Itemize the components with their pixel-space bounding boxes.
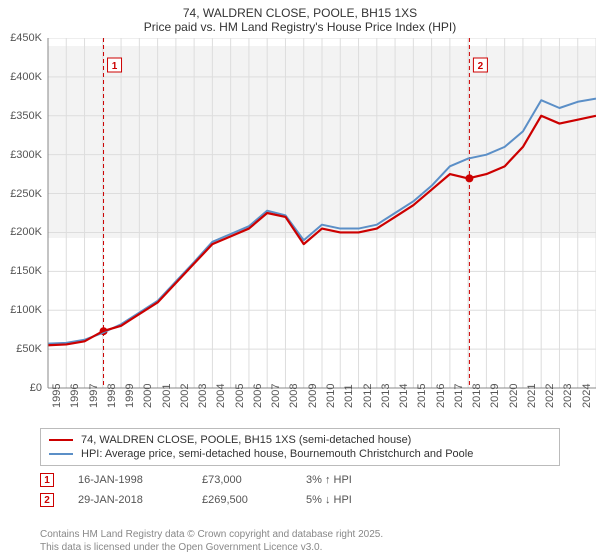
x-tick-label: 2014: [398, 384, 410, 408]
legend-item: HPI: Average price, semi-detached house,…: [49, 447, 551, 461]
svg-text:1: 1: [112, 61, 118, 72]
svg-text:2: 2: [478, 61, 484, 72]
footer-line1: Contains HM Land Registry data © Crown c…: [40, 528, 383, 541]
x-tick-label: 2000: [142, 384, 154, 408]
x-axis-labels: 1995199619971998199920002001200220032004…: [48, 388, 596, 418]
marker-badge: 1: [40, 473, 54, 487]
x-tick-label: 2023: [562, 384, 574, 408]
legend-swatch: [49, 439, 73, 442]
x-tick-label: 2021: [526, 384, 538, 408]
x-tick-label: 1998: [106, 384, 118, 408]
chart-title: 74, WALDREN CLOSE, POOLE, BH15 1XS Price…: [0, 0, 600, 34]
legend: 74, WALDREN CLOSE, POOLE, BH15 1XS (semi…: [40, 428, 560, 466]
x-tick-label: 1996: [69, 384, 81, 408]
x-tick-label: 1997: [88, 384, 100, 408]
legend-item: 74, WALDREN CLOSE, POOLE, BH15 1XS (semi…: [49, 433, 551, 447]
x-tick-label: 2024: [581, 384, 593, 408]
x-tick-label: 2006: [252, 384, 264, 408]
datapoint-price: £269,500: [202, 494, 282, 506]
x-tick-label: 2015: [416, 384, 428, 408]
chart-area: £0£50K£100K£150K£200K£250K£300K£350K£400…: [0, 38, 600, 418]
x-tick-label: 2003: [197, 384, 209, 408]
x-tick-label: 2022: [544, 384, 556, 408]
x-tick-label: 1999: [124, 384, 136, 408]
datapoint-row: 2 29-JAN-2018 £269,500 5% ↓ HPI: [40, 490, 560, 510]
datapoint-date: 16-JAN-1998: [78, 474, 178, 486]
footer-attribution: Contains HM Land Registry data © Crown c…: [40, 528, 383, 554]
x-tick-label: 2001: [161, 384, 173, 408]
title-address: 74, WALDREN CLOSE, POOLE, BH15 1XS: [0, 6, 600, 20]
x-tick-label: 1995: [51, 384, 63, 408]
legend-swatch: [49, 453, 73, 456]
legend-label: 74, WALDREN CLOSE, POOLE, BH15 1XS (semi…: [81, 434, 411, 446]
x-tick-label: 2018: [471, 384, 483, 408]
x-tick-label: 2020: [508, 384, 520, 408]
datapoint-change: 5% ↓ HPI: [306, 494, 406, 506]
x-tick-label: 2009: [307, 384, 319, 408]
x-tick-label: 2016: [435, 384, 447, 408]
datapoint-row: 1 16-JAN-1998 £73,000 3% ↑ HPI: [40, 470, 560, 490]
line-chart: 12: [0, 38, 596, 390]
x-tick-label: 2002: [179, 384, 191, 408]
x-tick-label: 2008: [288, 384, 300, 408]
x-tick-label: 2010: [325, 384, 337, 408]
datapoint-change: 3% ↑ HPI: [306, 474, 406, 486]
datapoint-table: 1 16-JAN-1998 £73,000 3% ↑ HPI 2 29-JAN-2018 £…: [40, 470, 560, 510]
x-tick-label: 2005: [234, 384, 246, 408]
x-tick-label: 2019: [489, 384, 501, 408]
x-tick-label: 2007: [270, 384, 282, 408]
x-tick-label: 2004: [215, 384, 227, 408]
footer-line2: This data is licensed under the Open Gov…: [40, 541, 383, 554]
title-subtitle: Price paid vs. HM Land Registry's House …: [0, 20, 600, 34]
marker-badge: 2: [40, 493, 54, 507]
x-tick-label: 2013: [380, 384, 392, 408]
datapoint-price: £73,000: [202, 474, 282, 486]
legend-label: HPI: Average price, semi-detached house,…: [81, 448, 473, 460]
x-tick-label: 2011: [343, 384, 355, 408]
x-tick-label: 2017: [453, 384, 465, 408]
datapoint-date: 29-JAN-2018: [78, 494, 178, 506]
x-tick-label: 2012: [362, 384, 374, 408]
